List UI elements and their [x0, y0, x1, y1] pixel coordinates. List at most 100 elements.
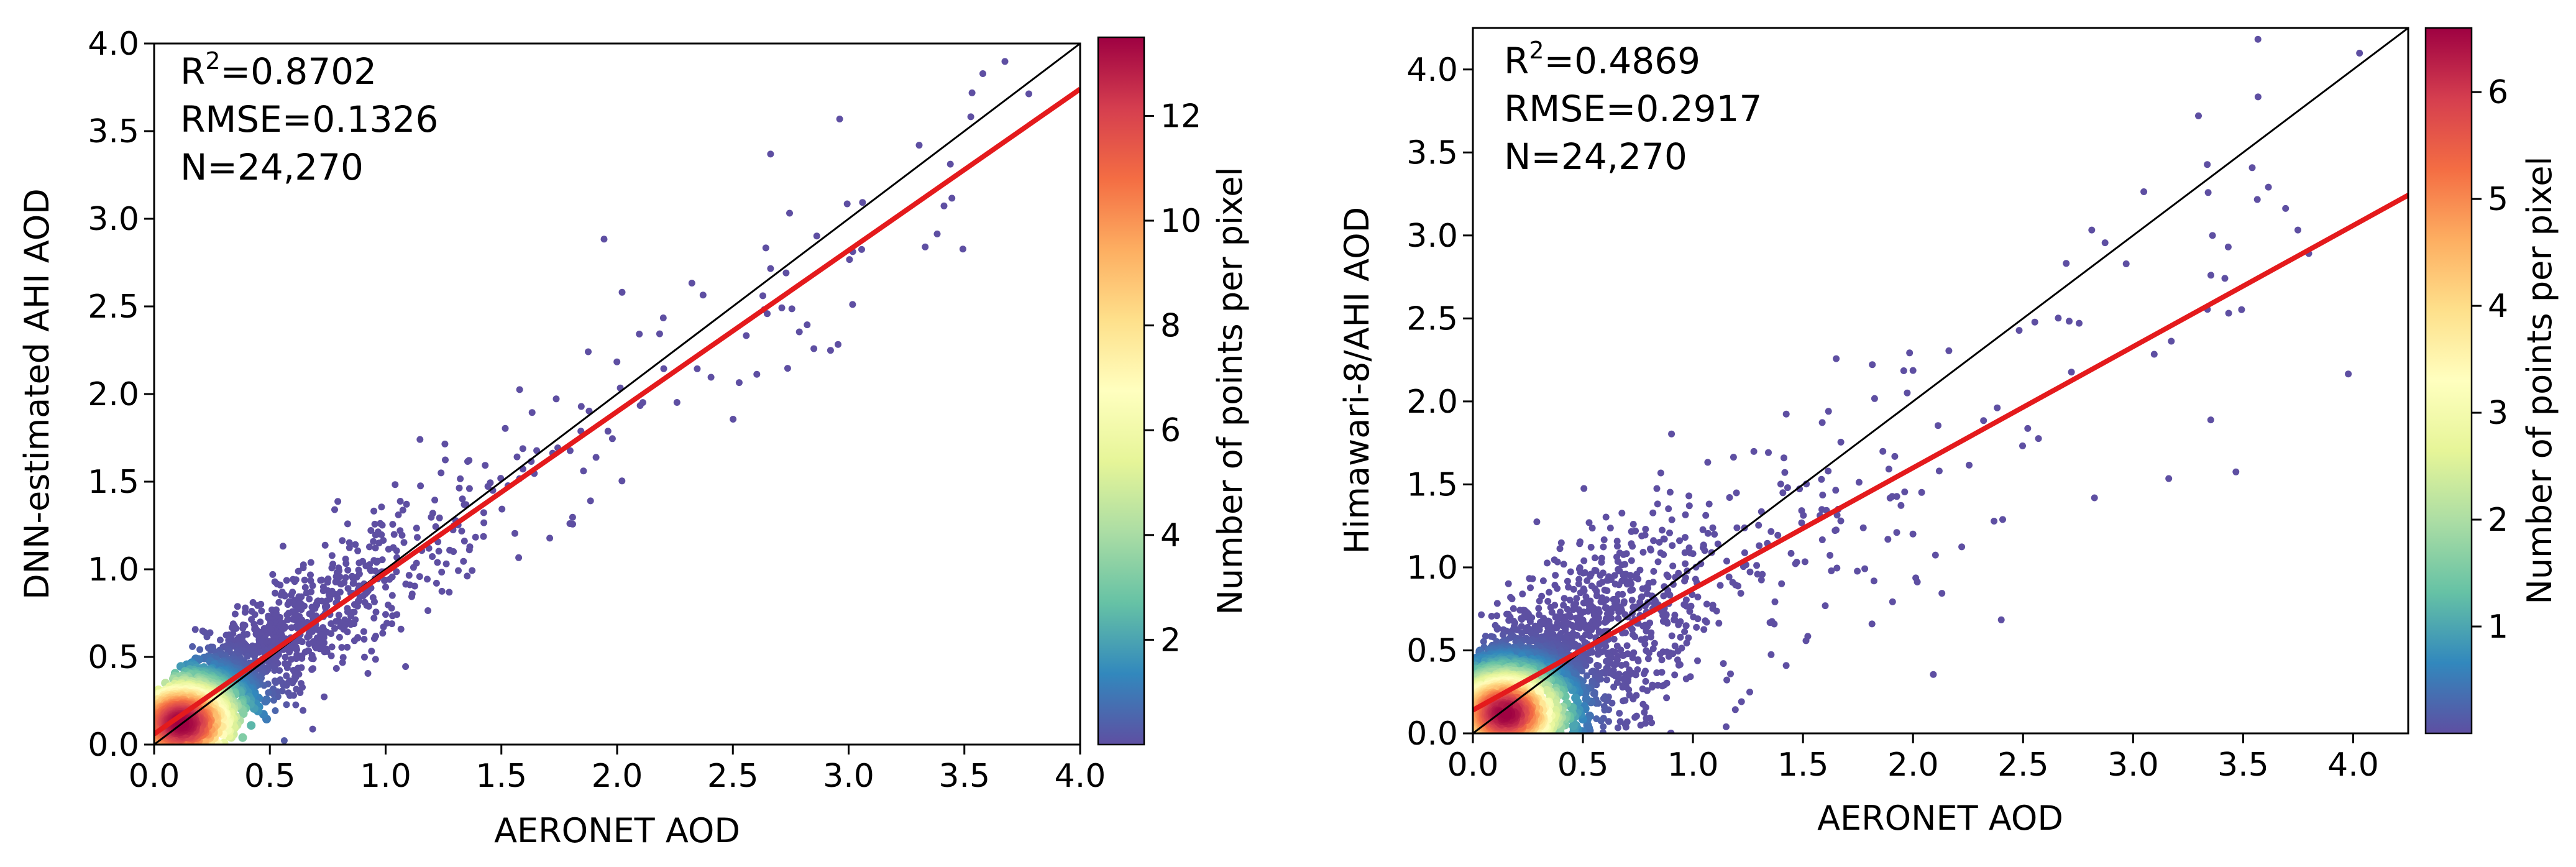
left-y-tick-label: 1.5 [88, 464, 139, 501]
left-scatter-point [438, 469, 445, 477]
left-scatter-point [813, 232, 820, 240]
right-scatter-point [2066, 318, 2073, 325]
left-scatter-point [385, 546, 392, 553]
left-scatter-point [272, 679, 280, 686]
left-scatter-point [272, 589, 279, 597]
left-scatter-point [344, 643, 351, 651]
right-scatter-point [1581, 639, 1588, 646]
right-scatter-point [1859, 524, 1867, 531]
left-scatter-point [317, 577, 324, 584]
right-scatter-point [1544, 598, 1552, 605]
left-scatter-point [286, 648, 293, 656]
left-scatter-point [203, 633, 211, 641]
left-scatter-point [370, 615, 378, 622]
right-scatter-point [1792, 560, 1799, 567]
left-scatter-point [403, 500, 410, 508]
right-scatter-point [1869, 361, 1876, 369]
right-scatter-point [1701, 547, 1708, 554]
left-scatter-point [372, 544, 379, 552]
left-scatter-point [346, 539, 353, 546]
right-scatter-point [2122, 260, 2130, 267]
right-scatter-point [1659, 526, 1666, 534]
left-scatter-point [304, 633, 311, 641]
left-scatter-point [361, 653, 368, 661]
left-scatter-point [228, 624, 236, 631]
right-scatter-point [1685, 544, 1693, 551]
left-scatter-point [979, 70, 986, 77]
right-scatter-point [1654, 682, 1662, 689]
right-scatter-panel: 0.0 0.5 1.0 1.5 2.0 2.5 3.0 3.5 4.0 0.00.51.01.5… [1337, 27, 2559, 838]
right-scatter-point [1575, 580, 1582, 587]
left-scatter-point [767, 150, 774, 158]
right-scatter-point [1594, 651, 1602, 658]
left-scatter-point [366, 543, 373, 551]
right-scatter-point [2207, 416, 2214, 424]
right-scatter-point [1544, 559, 1551, 567]
right-scatter-point [1746, 568, 1754, 576]
right-scatter-point [1704, 459, 1712, 466]
right-scatter-point [1596, 580, 1603, 587]
left-scatter-point [349, 580, 357, 587]
right-scatter-point [2345, 370, 2352, 378]
right-scatter-point [1725, 573, 1733, 580]
left-scatter-point [480, 509, 487, 516]
right-scatter-point [1767, 528, 1775, 535]
right-scatter-point [1634, 666, 1641, 673]
left-scatter-point [378, 503, 385, 511]
left-scatter-point [587, 497, 594, 505]
left-scatter-point [360, 636, 368, 643]
right-scatter-point [1593, 592, 1600, 600]
left-scatter-point [279, 543, 286, 550]
left-scatter-point [759, 292, 766, 300]
left-y-tick-label: 2.0 [88, 376, 139, 413]
left-scatter-point [618, 288, 626, 296]
right-scatter-point [1800, 511, 1807, 519]
right-scatter-point [1818, 419, 1826, 426]
left-scatter-point [291, 578, 298, 585]
left-scatter-point [566, 447, 574, 454]
right-scatter-point [1610, 635, 1618, 643]
right-scatter-point [1833, 355, 1840, 362]
right-scatter-point [1505, 580, 1512, 587]
left-scatter-point [352, 541, 359, 548]
left-scatter-point [280, 737, 288, 745]
right-scatter-point [1590, 690, 1597, 697]
right-scatter-point [1602, 513, 1610, 521]
left-scatter-point [367, 567, 375, 574]
left-colorbar-gradient [1097, 36, 1145, 746]
right-scatter-point [1642, 677, 1649, 685]
right-scatter-point [1665, 505, 1672, 513]
left-scatter-point [417, 482, 424, 490]
right-scatter-point [2019, 442, 2026, 449]
left-scatter-point [947, 160, 954, 168]
left-scatter-point [810, 345, 818, 352]
right-scatter-point [1837, 517, 1845, 525]
right-scatter-point [1573, 595, 1580, 602]
right-scatter-point [2195, 112, 2202, 119]
left-scatter-point [283, 577, 290, 584]
right-scatter-point [1819, 492, 1827, 498]
left-scatter-point [460, 557, 467, 565]
right-scatter-point [1900, 367, 1907, 374]
left-scatter-point [688, 280, 695, 287]
left-scatter-point [933, 230, 941, 237]
right-scatter-point [1861, 565, 1869, 572]
left-scatter-point [241, 608, 249, 616]
right-scatter-point [1588, 668, 1595, 676]
right-scatter-point [1585, 519, 1593, 526]
right-scatter-point [2055, 314, 2062, 322]
right-scatter-point [1607, 525, 1614, 532]
right-scatter-point [1642, 526, 1649, 533]
left-scatter-point [707, 374, 715, 381]
right-scatter-point [1660, 551, 1667, 558]
right-scatter-point [1746, 689, 1753, 695]
right-scatter-point [1564, 605, 1571, 613]
right-scatter-point [1782, 662, 1790, 669]
left-scatter-point [836, 116, 843, 122]
right-scatter-point [1753, 562, 1761, 569]
right-scatter-point [1832, 487, 1840, 494]
left-scatter-point [284, 601, 291, 608]
right-scatter-point [2091, 494, 2098, 502]
left-y-tick-label: 2.5 [88, 288, 139, 326]
